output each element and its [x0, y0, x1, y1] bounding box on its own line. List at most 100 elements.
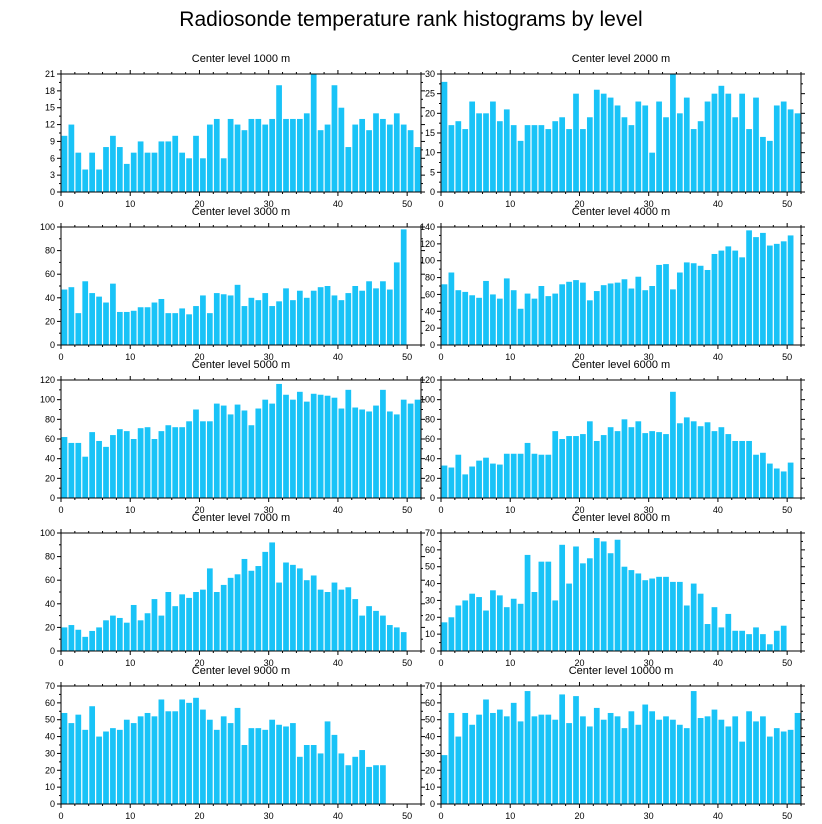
- bar: [324, 286, 331, 345]
- bar: [455, 605, 462, 651]
- x-tick-label: 30: [264, 352, 274, 362]
- bar: [656, 432, 662, 498]
- bar: [269, 719, 276, 804]
- bar: [158, 298, 165, 345]
- bar: [476, 113, 482, 192]
- panel-title: Center level 6000 m: [571, 359, 671, 371]
- bar: [130, 152, 137, 192]
- bar: [510, 453, 517, 498]
- bar: [96, 440, 102, 498]
- bar: [248, 570, 255, 651]
- bar: [496, 464, 503, 498]
- bar: [739, 440, 746, 498]
- bar: [586, 421, 593, 498]
- x-tick-label: 20: [194, 811, 204, 821]
- bar: [517, 721, 524, 804]
- bar: [628, 125, 635, 192]
- bar: [116, 311, 123, 345]
- bar-chart-8000m: 0 10 20 30 40 50 60 70 0 10 20 30 40 50: [425, 528, 805, 668]
- y-tick-label: 70: [425, 681, 435, 691]
- bar: [400, 124, 407, 192]
- bar: [635, 276, 642, 345]
- bar: [552, 600, 559, 651]
- bar: [545, 561, 552, 651]
- bar: [441, 465, 448, 498]
- bar: [82, 169, 89, 192]
- bar: [455, 736, 462, 804]
- y-tick-label: 6: [50, 153, 55, 163]
- bar: [303, 401, 310, 498]
- y-tick-label: 40: [45, 454, 55, 464]
- bar: [352, 599, 359, 651]
- bar: [103, 147, 109, 192]
- bar: [476, 460, 482, 498]
- bar: [718, 627, 725, 651]
- panel-8000m: Center level 8000 m 0 10 20 30 40 50 60 70 0 10 20…: [425, 512, 805, 668]
- bar: [469, 295, 476, 345]
- bar: [303, 580, 310, 651]
- bar: [448, 272, 455, 345]
- bar: [483, 699, 489, 804]
- x-tick-label: 40: [333, 505, 343, 515]
- bar: [151, 716, 158, 804]
- bar: [766, 644, 773, 651]
- bar: [503, 278, 510, 345]
- bar: [144, 307, 151, 345]
- bar: [614, 105, 621, 192]
- bar: [676, 272, 683, 345]
- bar: [656, 576, 662, 651]
- bar: [345, 587, 352, 651]
- bar: [165, 313, 172, 345]
- bar: [400, 229, 407, 345]
- bar: [366, 606, 372, 651]
- bar: [158, 615, 165, 651]
- x-tick-label: 0: [438, 658, 443, 668]
- bar: [241, 410, 248, 498]
- bar: [290, 723, 296, 804]
- bar: [469, 466, 476, 498]
- bar-chart-10000m: 0 10 20 30 40 50 60 70 0 10 20 30 40 50: [425, 681, 805, 821]
- bar: [414, 399, 421, 498]
- bar: [61, 289, 68, 345]
- bar: [290, 564, 296, 651]
- bar: [524, 442, 531, 498]
- bar: [628, 570, 635, 651]
- y-tick-label: 40: [425, 306, 435, 316]
- bar: [359, 615, 366, 651]
- bar: [144, 152, 151, 192]
- bar: [200, 421, 206, 498]
- bar: [248, 728, 255, 804]
- bar: [483, 457, 489, 498]
- bar: [241, 306, 248, 345]
- y-tick-label: 0: [50, 646, 55, 656]
- bar: [718, 719, 725, 804]
- bar: [545, 454, 552, 498]
- x-tick-label: 40: [713, 199, 723, 209]
- bar: [607, 553, 614, 651]
- bar: [607, 712, 614, 804]
- bar: [760, 452, 766, 498]
- bar: [290, 118, 296, 192]
- bar: [670, 289, 676, 345]
- bar: [366, 766, 372, 804]
- bar: [441, 81, 448, 192]
- x-tick-label: 30: [644, 658, 654, 668]
- bar: [269, 403, 276, 498]
- bar: [469, 724, 476, 804]
- bar: [61, 627, 68, 651]
- bar: [130, 604, 137, 651]
- x-tick-label: 40: [333, 199, 343, 209]
- bar: [366, 411, 372, 498]
- bar: [158, 141, 165, 192]
- bar: [773, 468, 780, 498]
- bar: [503, 607, 510, 651]
- bar: [324, 395, 331, 498]
- bar: [683, 97, 690, 192]
- bar: [656, 719, 662, 804]
- bar: [179, 699, 186, 804]
- bar: [373, 405, 379, 498]
- bar: [165, 592, 172, 651]
- y-tick-label: 20: [425, 612, 435, 622]
- bar: [704, 624, 711, 651]
- y-tick-label: 30: [45, 748, 55, 758]
